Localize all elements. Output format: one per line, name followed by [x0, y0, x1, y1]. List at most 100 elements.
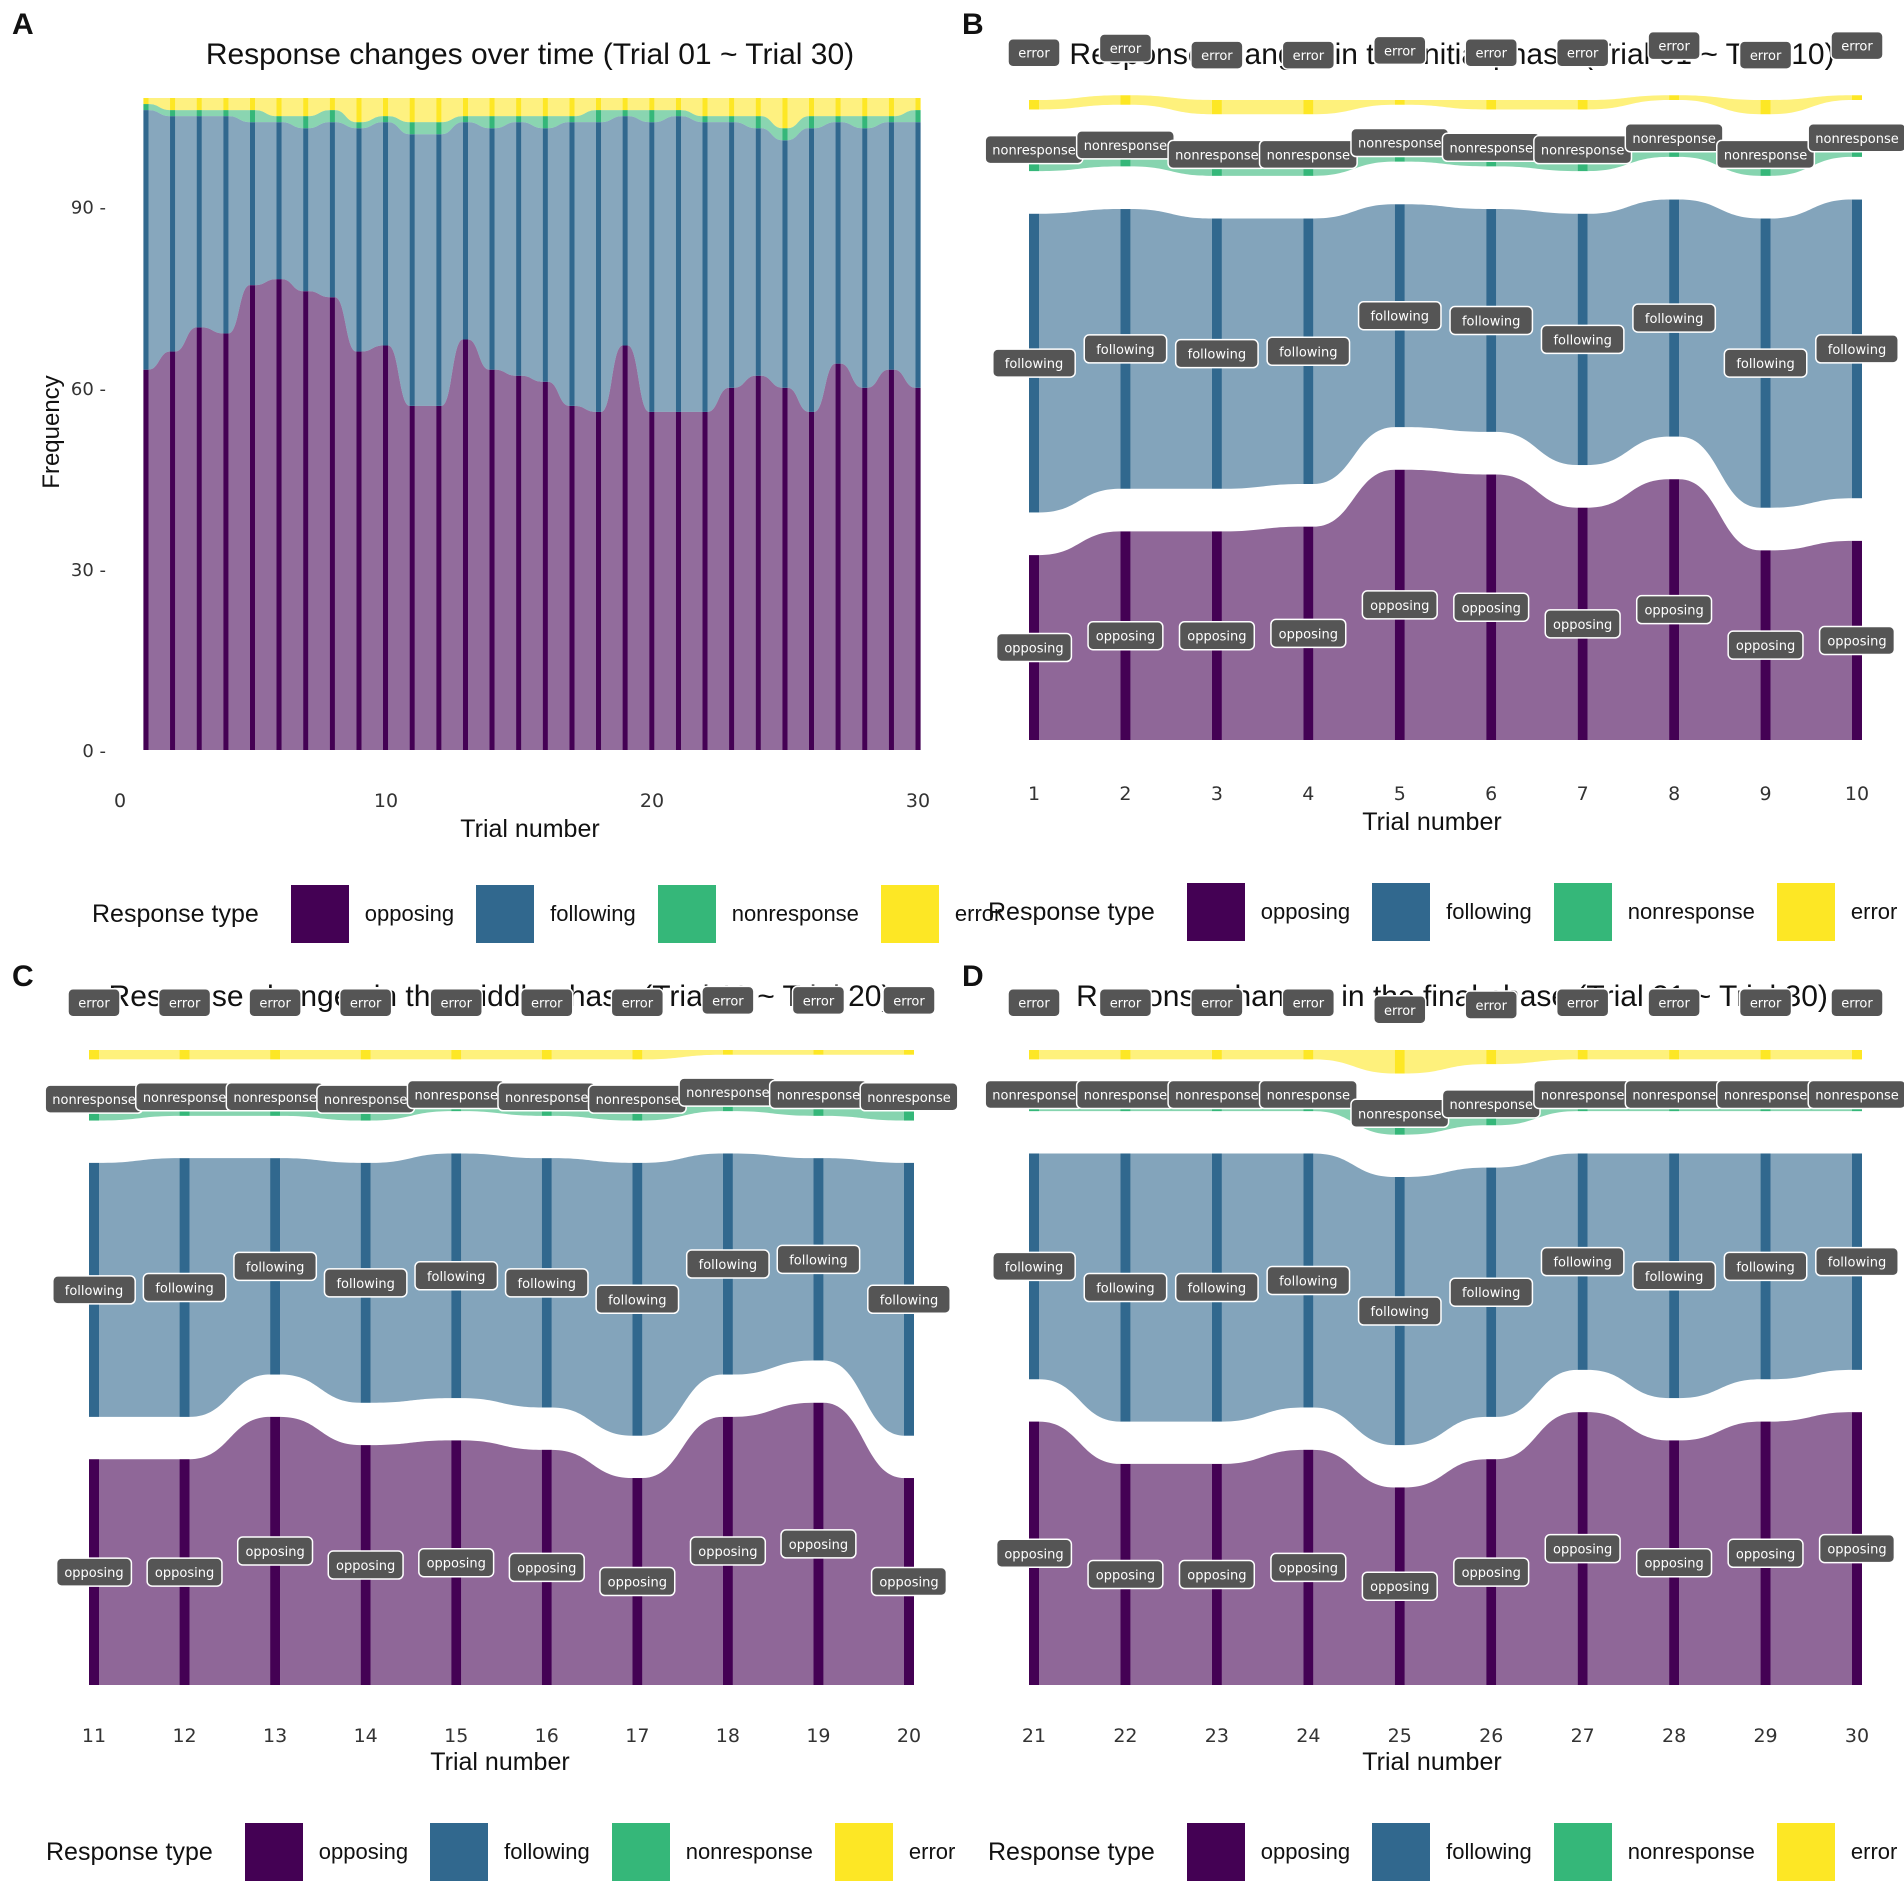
- stratum-error: [813, 1050, 824, 1055]
- flow-nonresponse: [734, 116, 756, 129]
- svg-text:opposing: opposing: [1736, 1547, 1795, 1562]
- stratum-following: [489, 128, 495, 370]
- flow-error: [461, 1050, 542, 1060]
- stratum-following: [595, 122, 602, 412]
- flow-following: [547, 122, 570, 406]
- stratum-nonresponse: [249, 110, 256, 123]
- stratum-following: [649, 122, 655, 412]
- flow-opposing: [1587, 1412, 1670, 1685]
- stratum-error: [89, 1050, 99, 1060]
- stratum-error: [356, 98, 362, 123]
- flow-following: [787, 128, 809, 412]
- stratum-label-following: following: [1723, 348, 1808, 378]
- stratum-label-opposing: opposing: [1361, 590, 1438, 620]
- svg-text:opposing: opposing: [245, 1545, 304, 1560]
- stratum-label-following: following: [1632, 303, 1717, 333]
- svg-text:following: following: [336, 1277, 394, 1292]
- stratum-label-nonresponse: nonresponse: [1533, 134, 1633, 165]
- stratum-error: [1303, 100, 1314, 115]
- flow-following: [441, 122, 463, 406]
- stratum-label-following: following: [1540, 324, 1625, 355]
- stratum-error: [1760, 1050, 1771, 1060]
- flow-error: [1313, 1050, 1395, 1074]
- svg-text:opposing: opposing: [1644, 604, 1703, 619]
- flow-error: [814, 98, 836, 117]
- x-tick-label: 14: [354, 1725, 378, 1747]
- stratum-label-nonresponse: nonresponse: [316, 1084, 416, 1114]
- svg-text:opposing: opposing: [1187, 1568, 1246, 1583]
- stratum-following: [436, 134, 442, 406]
- flow-opposing: [1221, 1449, 1304, 1685]
- stratum-following: [276, 122, 282, 280]
- stratum-error: [1577, 1050, 1588, 1060]
- stratum-error: [1303, 1050, 1314, 1060]
- stratum-label-error: error: [1373, 995, 1427, 1025]
- legend: Response type opposing following nonrespons…: [92, 885, 1005, 943]
- stratum-error: [888, 98, 894, 117]
- stratum-error: [516, 98, 522, 117]
- legend-key-opposing: [244, 1823, 303, 1881]
- stratum-label-nonresponse: nonresponse: [1167, 1079, 1267, 1110]
- flow-following: [521, 122, 543, 382]
- stratum-error: [569, 98, 575, 117]
- panel-b: B Response changes in the initial phase …: [952, 0, 1904, 941]
- flow-error: [1770, 1050, 1852, 1060]
- svg-text:following: following: [1553, 1256, 1611, 1271]
- flow-error: [681, 98, 703, 117]
- flow-following: [1404, 1167, 1487, 1446]
- flow-error: [494, 98, 517, 117]
- legend-key-opposing: [290, 885, 349, 943]
- flow-error: [370, 1050, 452, 1060]
- svg-text:following: following: [1096, 1282, 1154, 1297]
- flow-opposing: [1770, 540, 1852, 740]
- stratum-label-nonresponse: nonresponse: [1716, 1079, 1816, 1110]
- panel-letter: D: [962, 960, 984, 993]
- stratum-following: [542, 128, 548, 382]
- svg-text:error: error: [1750, 997, 1782, 1012]
- svg-text:nonresponse: nonresponse: [1175, 1088, 1258, 1103]
- flow-following: [1679, 199, 1761, 508]
- flow-nonresponse: [521, 116, 543, 129]
- flow-following: [308, 122, 330, 298]
- panel-c: C Response changes in the middle phase (…: [0, 940, 960, 1887]
- x-tick-label: 21: [1022, 1725, 1046, 1747]
- legend-label-opposing: opposing: [364, 901, 455, 926]
- stratum-following: [329, 122, 335, 298]
- svg-text:error: error: [1567, 997, 1599, 1012]
- flow-error: [547, 98, 570, 117]
- flow-opposing: [681, 411, 703, 750]
- flow-error: [1496, 1050, 1578, 1065]
- flow-error: [175, 98, 197, 111]
- stratum-error: [462, 98, 469, 117]
- flow-error: [468, 98, 490, 117]
- x-tick-label: 3: [1211, 783, 1223, 805]
- flow-following: [551, 1158, 633, 1436]
- flow-error: [361, 98, 383, 123]
- stratum-following: [808, 128, 815, 412]
- svg-text:nonresponse: nonresponse: [867, 1091, 950, 1106]
- stratum-nonresponse: [382, 116, 389, 123]
- stratum-label-error: error: [1373, 35, 1427, 66]
- flow-opposing: [1587, 479, 1670, 740]
- flow-error: [551, 1050, 633, 1060]
- flow-following: [867, 122, 889, 388]
- svg-text:following: following: [1188, 348, 1246, 363]
- x-tick-label: 19: [806, 1725, 830, 1747]
- legend: Response type opposing following nonrespons…: [988, 1823, 1901, 1881]
- svg-text:opposing: opposing: [1553, 618, 1612, 633]
- stratum-nonresponse: [436, 122, 442, 135]
- stratum-error: [782, 98, 788, 129]
- stratum-label-opposing: opposing: [1361, 1571, 1438, 1601]
- svg-text:error: error: [350, 997, 382, 1012]
- stratum-opposing: [170, 351, 176, 750]
- legend-label-error: error: [1850, 1839, 1898, 1864]
- stratum-nonresponse: [915, 110, 921, 123]
- stratum-following: [755, 128, 761, 376]
- svg-text:opposing: opposing: [1279, 627, 1338, 642]
- svg-text:nonresponse: nonresponse: [143, 1091, 226, 1106]
- stratum-nonresponse: [143, 104, 149, 111]
- stratum-label-following: following: [504, 1268, 589, 1298]
- svg-text:opposing: opposing: [517, 1561, 576, 1576]
- svg-text:nonresponse: nonresponse: [1724, 1088, 1807, 1103]
- svg-text:nonresponse: nonresponse: [1815, 132, 1898, 147]
